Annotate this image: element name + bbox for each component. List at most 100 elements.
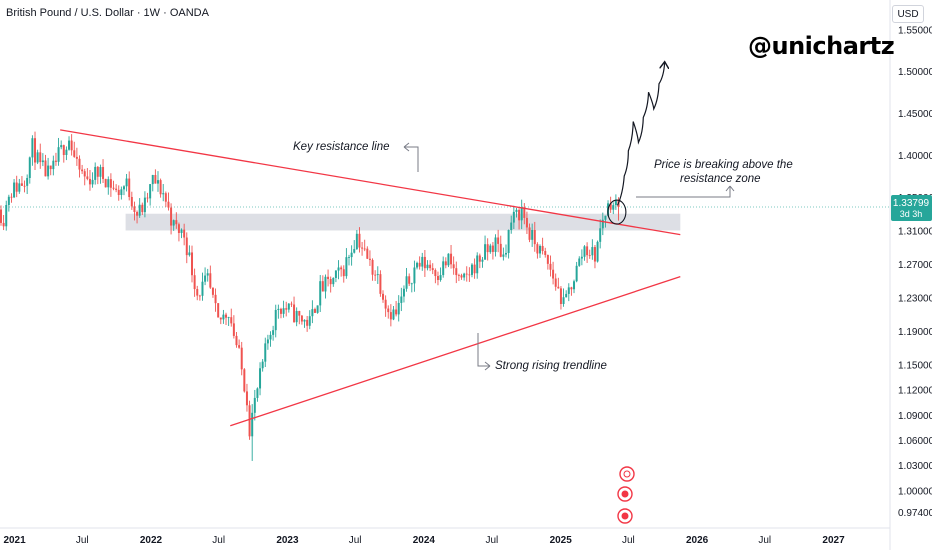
candle-body [70, 140, 73, 151]
candle-body [91, 179, 94, 185]
x-tick-label: Jul [76, 535, 89, 546]
y-tick-label: 1.15000 [898, 361, 932, 372]
candle-body [300, 315, 303, 322]
candle-body [570, 287, 573, 290]
x-tick-label: Jul [212, 535, 225, 546]
candle-body [253, 397, 256, 413]
x-tick-label: Jul [349, 535, 362, 546]
candle-body [230, 317, 233, 324]
candle-body [395, 309, 398, 315]
candle-body [387, 308, 390, 313]
candle-body [468, 274, 471, 276]
y-tick-label: 1.27000 [898, 260, 932, 271]
candle-body [316, 305, 319, 313]
x-tick-label: 2026 [686, 535, 709, 546]
candle-body [149, 184, 152, 199]
candle-body [313, 309, 316, 313]
candle-body [211, 287, 214, 295]
candle-body [334, 270, 337, 278]
candle-body [465, 273, 468, 275]
candle-body [23, 185, 26, 187]
candle-body [337, 267, 340, 271]
candle-body [248, 405, 251, 437]
key-resistance-leader [404, 146, 419, 172]
candle-body [400, 296, 403, 303]
candle-body [41, 160, 44, 163]
candle-body [340, 267, 343, 270]
key-resistance-arrowhead [403, 142, 410, 152]
candle-body [306, 319, 309, 326]
y-tick-label: 0.97400 [898, 508, 932, 519]
candle-body [512, 211, 515, 223]
candle-body [544, 251, 547, 255]
candle-body [575, 265, 578, 282]
candle-body [232, 323, 235, 336]
candle-body [240, 347, 243, 370]
candle-body [109, 179, 112, 188]
y-tick-label: 1.23000 [898, 294, 932, 305]
candle-body [562, 297, 565, 304]
current-price-label: 1.33799 [893, 198, 930, 209]
x-axis[interactable]: 2021 Jul 2022 Jul 2023 Jul 2024 Jul 2025 Jul 2026 J… [0, 527, 890, 546]
watermark: @unichartz [748, 32, 895, 60]
candle-body [531, 230, 534, 240]
candle-body [96, 166, 99, 177]
currency-selector[interactable]: USD [892, 5, 924, 23]
candle-body [18, 183, 21, 192]
y-tick-label: 1.40000 [898, 151, 932, 162]
candle-body [436, 276, 439, 281]
candle-body [578, 258, 581, 266]
candle-body [60, 145, 63, 148]
candle-body [31, 138, 34, 158]
candle-body [416, 262, 419, 268]
candle-body [188, 252, 191, 256]
event-icon-dot [621, 512, 629, 520]
candle-body [120, 189, 123, 196]
y-tick-label: 1.19000 [898, 327, 932, 338]
candle-body [481, 259, 484, 262]
candle-body [559, 288, 562, 304]
candle-body [293, 304, 296, 323]
x-tick-label: Jul [622, 535, 635, 546]
candle-body [478, 255, 481, 262]
candle-body [7, 196, 10, 206]
candle-body [494, 237, 497, 252]
candle-body [429, 264, 432, 269]
candle-body [557, 286, 560, 289]
candle-body [88, 178, 91, 185]
key-resistance-label: Key resistance line [293, 141, 390, 153]
x-tick-label: 2024 [413, 535, 436, 546]
candle-body [528, 227, 531, 240]
candle-body [214, 294, 217, 304]
y-axis[interactable]: 1.550001.500001.450001.400001.350001.310… [889, 0, 932, 550]
candle-body [361, 247, 364, 249]
candle-body [463, 273, 466, 278]
candle-body [277, 308, 280, 310]
key-resistance-line [60, 129, 681, 236]
candle-body [162, 193, 165, 195]
event-icon-dot [623, 470, 631, 478]
candle-body [167, 201, 170, 208]
candle-body [348, 257, 351, 258]
candle-body [363, 248, 366, 250]
candle-body [112, 187, 115, 189]
candle-body [609, 203, 612, 210]
candle-body [533, 230, 536, 245]
candle-body [332, 277, 335, 285]
candle-body [68, 140, 71, 150]
y-tick-label: 1.50000 [898, 67, 932, 78]
x-tick-label: Jul [486, 535, 499, 546]
candle-body [0, 209, 2, 223]
candle-body [34, 138, 37, 163]
candle-body [554, 278, 557, 287]
candle-body [279, 308, 282, 314]
candle-body [86, 176, 89, 179]
candle-body [567, 287, 570, 294]
candle-body [599, 228, 602, 242]
candle-body [418, 262, 421, 267]
candle-body [235, 335, 238, 346]
candle-body [376, 274, 379, 276]
candle-body [222, 314, 225, 320]
candle-body [353, 249, 356, 253]
